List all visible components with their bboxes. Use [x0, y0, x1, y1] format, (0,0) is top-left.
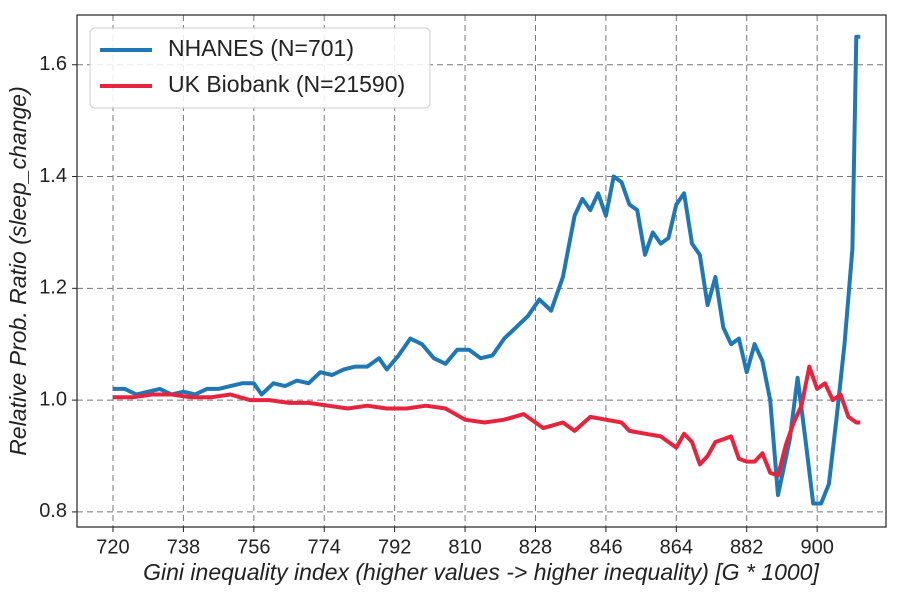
y-tick-label: 1.4 — [39, 165, 67, 187]
x-tick-label: 900 — [800, 536, 833, 558]
x-tick-label: 846 — [589, 536, 622, 558]
x-tick-label: 810 — [448, 536, 481, 558]
x-tick-label: 738 — [167, 536, 200, 558]
x-tick-label: 864 — [660, 536, 693, 558]
x-tick-label: 756 — [237, 536, 270, 558]
y-tick-label: 1.0 — [39, 388, 67, 410]
y-tick-label: 1.6 — [39, 53, 67, 75]
x-tick-label: 882 — [730, 536, 763, 558]
x-axis-label: Gini inequality index (higher values -> … — [143, 559, 819, 585]
y-tick-label: 1.2 — [39, 277, 67, 299]
line-series — [113, 34, 861, 506]
legend-label: UK Biobank (N=21590) — [168, 71, 405, 97]
x-tick-label: 720 — [96, 536, 129, 558]
y-axis-label: Relative Prob. Ratio (sleep_change) — [5, 86, 31, 455]
x-tick-label: 828 — [519, 536, 552, 558]
x-tick-label: 774 — [308, 536, 341, 558]
y-tick-label: 0.8 — [39, 500, 67, 522]
line-series — [113, 364, 861, 478]
plot-frame — [76, 14, 887, 528]
x-tick-label: 792 — [378, 536, 411, 558]
legend-label: NHANES (N=701) — [168, 35, 354, 61]
legend-box — [89, 27, 431, 109]
